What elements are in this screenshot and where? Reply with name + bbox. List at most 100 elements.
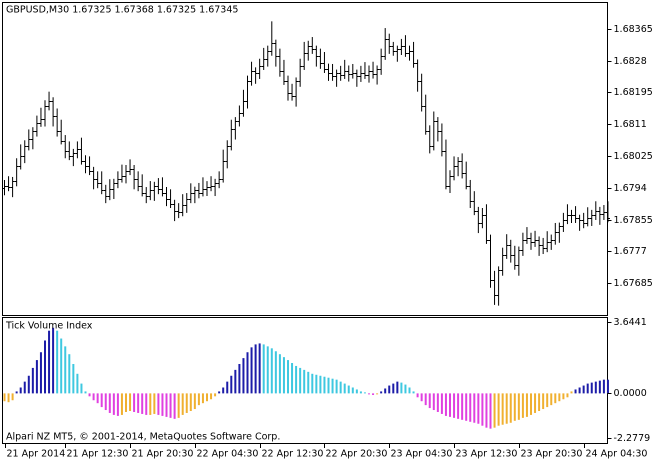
histogram-bar	[509, 393, 512, 423]
histogram-bar	[31, 367, 34, 394]
histogram-bar	[412, 391, 415, 394]
y-tick-label: 1.68365	[614, 24, 653, 35]
histogram-bar	[96, 393, 99, 404]
histogram-bar	[238, 363, 241, 394]
histogram-bar	[323, 376, 326, 394]
histogram-bar	[278, 354, 281, 394]
histogram-bar	[436, 393, 439, 412]
histogram-bar	[206, 393, 208, 402]
histogram-bar	[64, 346, 67, 394]
histogram-bar	[19, 387, 22, 394]
histogram-bar	[303, 369, 306, 394]
histogram-bar	[287, 360, 289, 394]
histogram-bar	[80, 383, 83, 394]
histogram-bar	[35, 360, 38, 394]
histogram-bar	[108, 393, 111, 413]
x-tick-label: 23 Apr 04:30	[391, 449, 453, 460]
histogram-bar	[68, 354, 71, 394]
histogram-bar	[222, 387, 225, 394]
histogram-bar	[246, 352, 249, 394]
histogram-bar	[270, 348, 273, 394]
y-tick-label: -2.2779	[614, 433, 651, 444]
histogram-bar	[558, 393, 561, 402]
histogram-bar	[84, 391, 87, 394]
histogram-bar	[92, 393, 95, 401]
chart-title: GBPUSD,M30 1.67325 1.67368 1.67325 1.673…	[6, 5, 238, 16]
copyright-note: Alpari NZ MT5, © 2001-2014, MetaQuotes S…	[6, 432, 280, 443]
histogram-bar	[449, 393, 451, 417]
histogram-bar	[530, 393, 532, 415]
histogram-bar	[432, 393, 435, 411]
histogram-bar	[173, 393, 176, 419]
histogram-bar	[396, 381, 399, 394]
histogram-bar	[189, 393, 192, 412]
histogram-bar	[262, 344, 265, 394]
histogram-bar	[165, 393, 168, 417]
histogram-bar	[226, 381, 229, 394]
histogram-bar	[598, 380, 601, 394]
histogram-bar	[525, 393, 528, 417]
histogram-bar	[149, 393, 152, 415]
histogram-bar	[60, 338, 63, 394]
histogram-bar	[52, 327, 55, 394]
histogram-bar	[424, 393, 427, 406]
histogram-bar	[554, 393, 557, 404]
histogram-bar	[485, 393, 488, 428]
histogram-bar	[534, 393, 537, 413]
histogram-bar	[218, 391, 221, 394]
histogram-bar	[351, 387, 354, 394]
histogram-bar	[214, 393, 217, 397]
histogram-bar	[161, 393, 164, 416]
histogram-bar	[606, 379, 609, 394]
histogram-bar	[201, 393, 204, 404]
histogram-bar	[72, 363, 75, 394]
histogram-bar	[250, 347, 253, 394]
histogram-bar	[444, 393, 447, 416]
histogram-bar	[120, 393, 123, 415]
histogram-bar	[517, 393, 520, 420]
x-tick-label: 21 Apr 2014	[7, 449, 66, 460]
histogram-bar	[521, 393, 524, 418]
histogram-bar	[574, 389, 577, 394]
histogram-bar	[416, 393, 419, 398]
histogram-bar	[230, 375, 233, 394]
histogram-bar	[404, 384, 407, 394]
y-tick-label: 3.6441	[614, 317, 647, 328]
histogram-bar	[335, 379, 338, 394]
histogram-bar	[465, 393, 468, 421]
histogram-bar	[493, 393, 496, 428]
x-tick-label: 22 Apr 12:30	[262, 449, 324, 460]
histogram-bar	[497, 393, 500, 426]
histogram-bar	[392, 383, 395, 394]
histogram-bar	[590, 382, 593, 394]
y-tick-label: 1.6828	[614, 56, 647, 67]
histogram-bar	[193, 393, 196, 410]
histogram-bar	[570, 391, 573, 394]
histogram-bar	[295, 365, 298, 394]
histogram-bar	[400, 382, 403, 394]
histogram-bar	[133, 393, 136, 412]
histogram-bar	[331, 378, 334, 394]
histogram-bar	[15, 391, 18, 394]
x-tick-label: 23 Apr 20:30	[521, 449, 583, 460]
histogram-bar	[100, 393, 103, 408]
histogram-bar	[343, 383, 346, 394]
histogram-bar	[359, 391, 362, 394]
histogram-bar	[513, 393, 516, 421]
histogram-bar	[440, 393, 443, 414]
histogram-bar	[39, 352, 42, 394]
histogram-bar	[153, 393, 156, 414]
y-tick-label: 1.67855	[614, 215, 653, 226]
y-tick-label: 1.6777	[614, 246, 647, 257]
histogram-bar	[489, 393, 492, 429]
histogram-bar	[339, 381, 342, 394]
histogram-bar	[157, 393, 160, 415]
histogram-bar	[380, 391, 383, 394]
histogram-bar	[355, 389, 358, 394]
histogram-bar	[376, 393, 379, 395]
histogram-bar	[210, 393, 213, 400]
histogram-bar	[181, 393, 184, 415]
histogram-bar	[307, 371, 310, 394]
histogram-bar	[566, 393, 569, 398]
histogram-bar	[477, 393, 480, 424]
